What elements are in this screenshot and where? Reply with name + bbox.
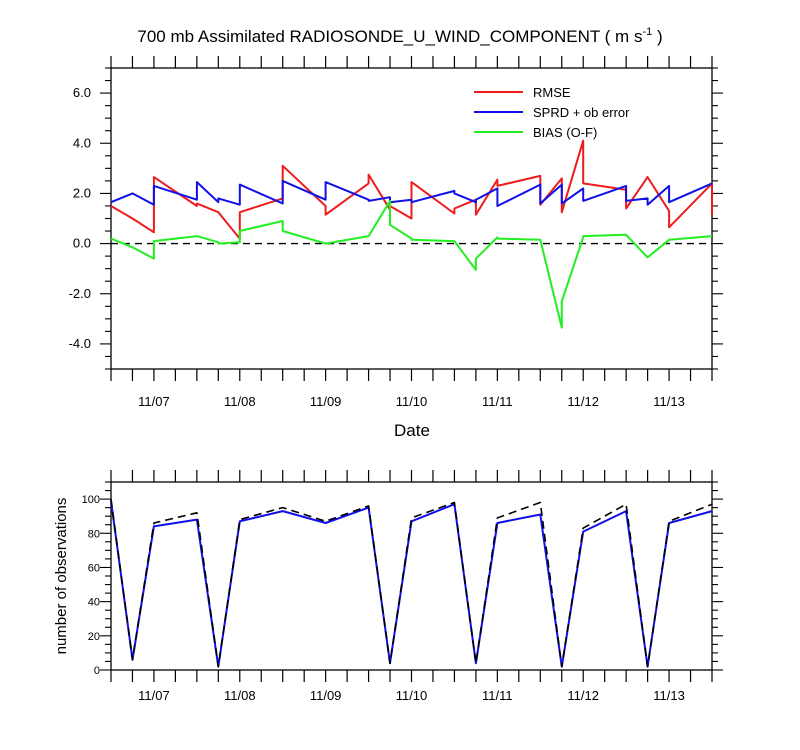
- x-tick-label: 11/07: [138, 394, 170, 409]
- series-line-rmse: [110, 139, 713, 240]
- x-tick-label: 11/13: [653, 688, 685, 703]
- y-tick-label: 4.0: [73, 135, 91, 150]
- series-line-bias-o-f: [110, 199, 713, 329]
- x-tick-label: 11/07: [138, 688, 170, 703]
- y-tick-label: 40: [88, 597, 100, 609]
- y-tick-label: 80: [88, 528, 100, 540]
- legend-label: SPRD + ob error: [533, 105, 630, 120]
- chart-title-main: 700 mb Assimilated RADIOSONDE_U_WIND_COM…: [137, 27, 642, 46]
- y-tick-label: -4.0: [69, 336, 91, 351]
- y-tick-label: -2.0: [69, 286, 91, 301]
- y-axis-title-observations: number of observations: [53, 498, 70, 655]
- x-tick-label: 11/08: [224, 394, 256, 409]
- y-tick-label: 2.0: [73, 185, 91, 200]
- x-tick-label: 11/10: [396, 394, 428, 409]
- plot-number-of-observations: 11/07 11/08 11/09 11/10 11/11 11/12 11/13 0 20 40…: [82, 470, 723, 703]
- series-line-series-0: [110, 500, 713, 668]
- chart-title: 700 mb Assimilated RADIOSONDE_U_WIND_COM…: [137, 26, 662, 46]
- x-tick-label: 11/13: [653, 394, 685, 409]
- x-tick-label: 11/12: [567, 394, 599, 409]
- legend-label: BIAS (O-F): [533, 125, 597, 140]
- y-tick-label: 60: [88, 562, 100, 574]
- x-tick-label: 11/08: [224, 688, 256, 703]
- y-tick-label: 100: [82, 494, 100, 506]
- chart-title-end: ): [652, 27, 662, 46]
- x-tick-label: 11/12: [567, 688, 599, 703]
- x-tick-label: 11/10: [396, 688, 428, 703]
- y-tick-label: 6.0: [73, 85, 91, 100]
- x-tick-label: 11/09: [310, 394, 342, 409]
- x-tick-label: 11/11: [482, 394, 513, 409]
- y-tick-label: 0.0: [73, 236, 91, 251]
- plot-frame: [110, 481, 713, 671]
- legend-label: RMSE: [533, 85, 571, 100]
- chart-title-superscript: -1: [642, 26, 652, 38]
- legend: RMSE SPRD + ob error BIAS (O-F): [474, 85, 630, 140]
- x-tick-label: 11/11: [482, 688, 513, 703]
- series-line-series-1: [110, 498, 713, 668]
- plot-rmse-sprd-bias: 11/07 11/08 11/09 11/10 11/11 11/12 11/13 -4.0 -…: [69, 56, 723, 409]
- y-tick-label: 0: [94, 665, 100, 677]
- series-line-sprd-ob-error: [110, 179, 713, 207]
- x-axis-title: Date: [394, 421, 430, 440]
- x-tick-label: 11/09: [310, 688, 342, 703]
- y-tick-label: 20: [88, 631, 100, 643]
